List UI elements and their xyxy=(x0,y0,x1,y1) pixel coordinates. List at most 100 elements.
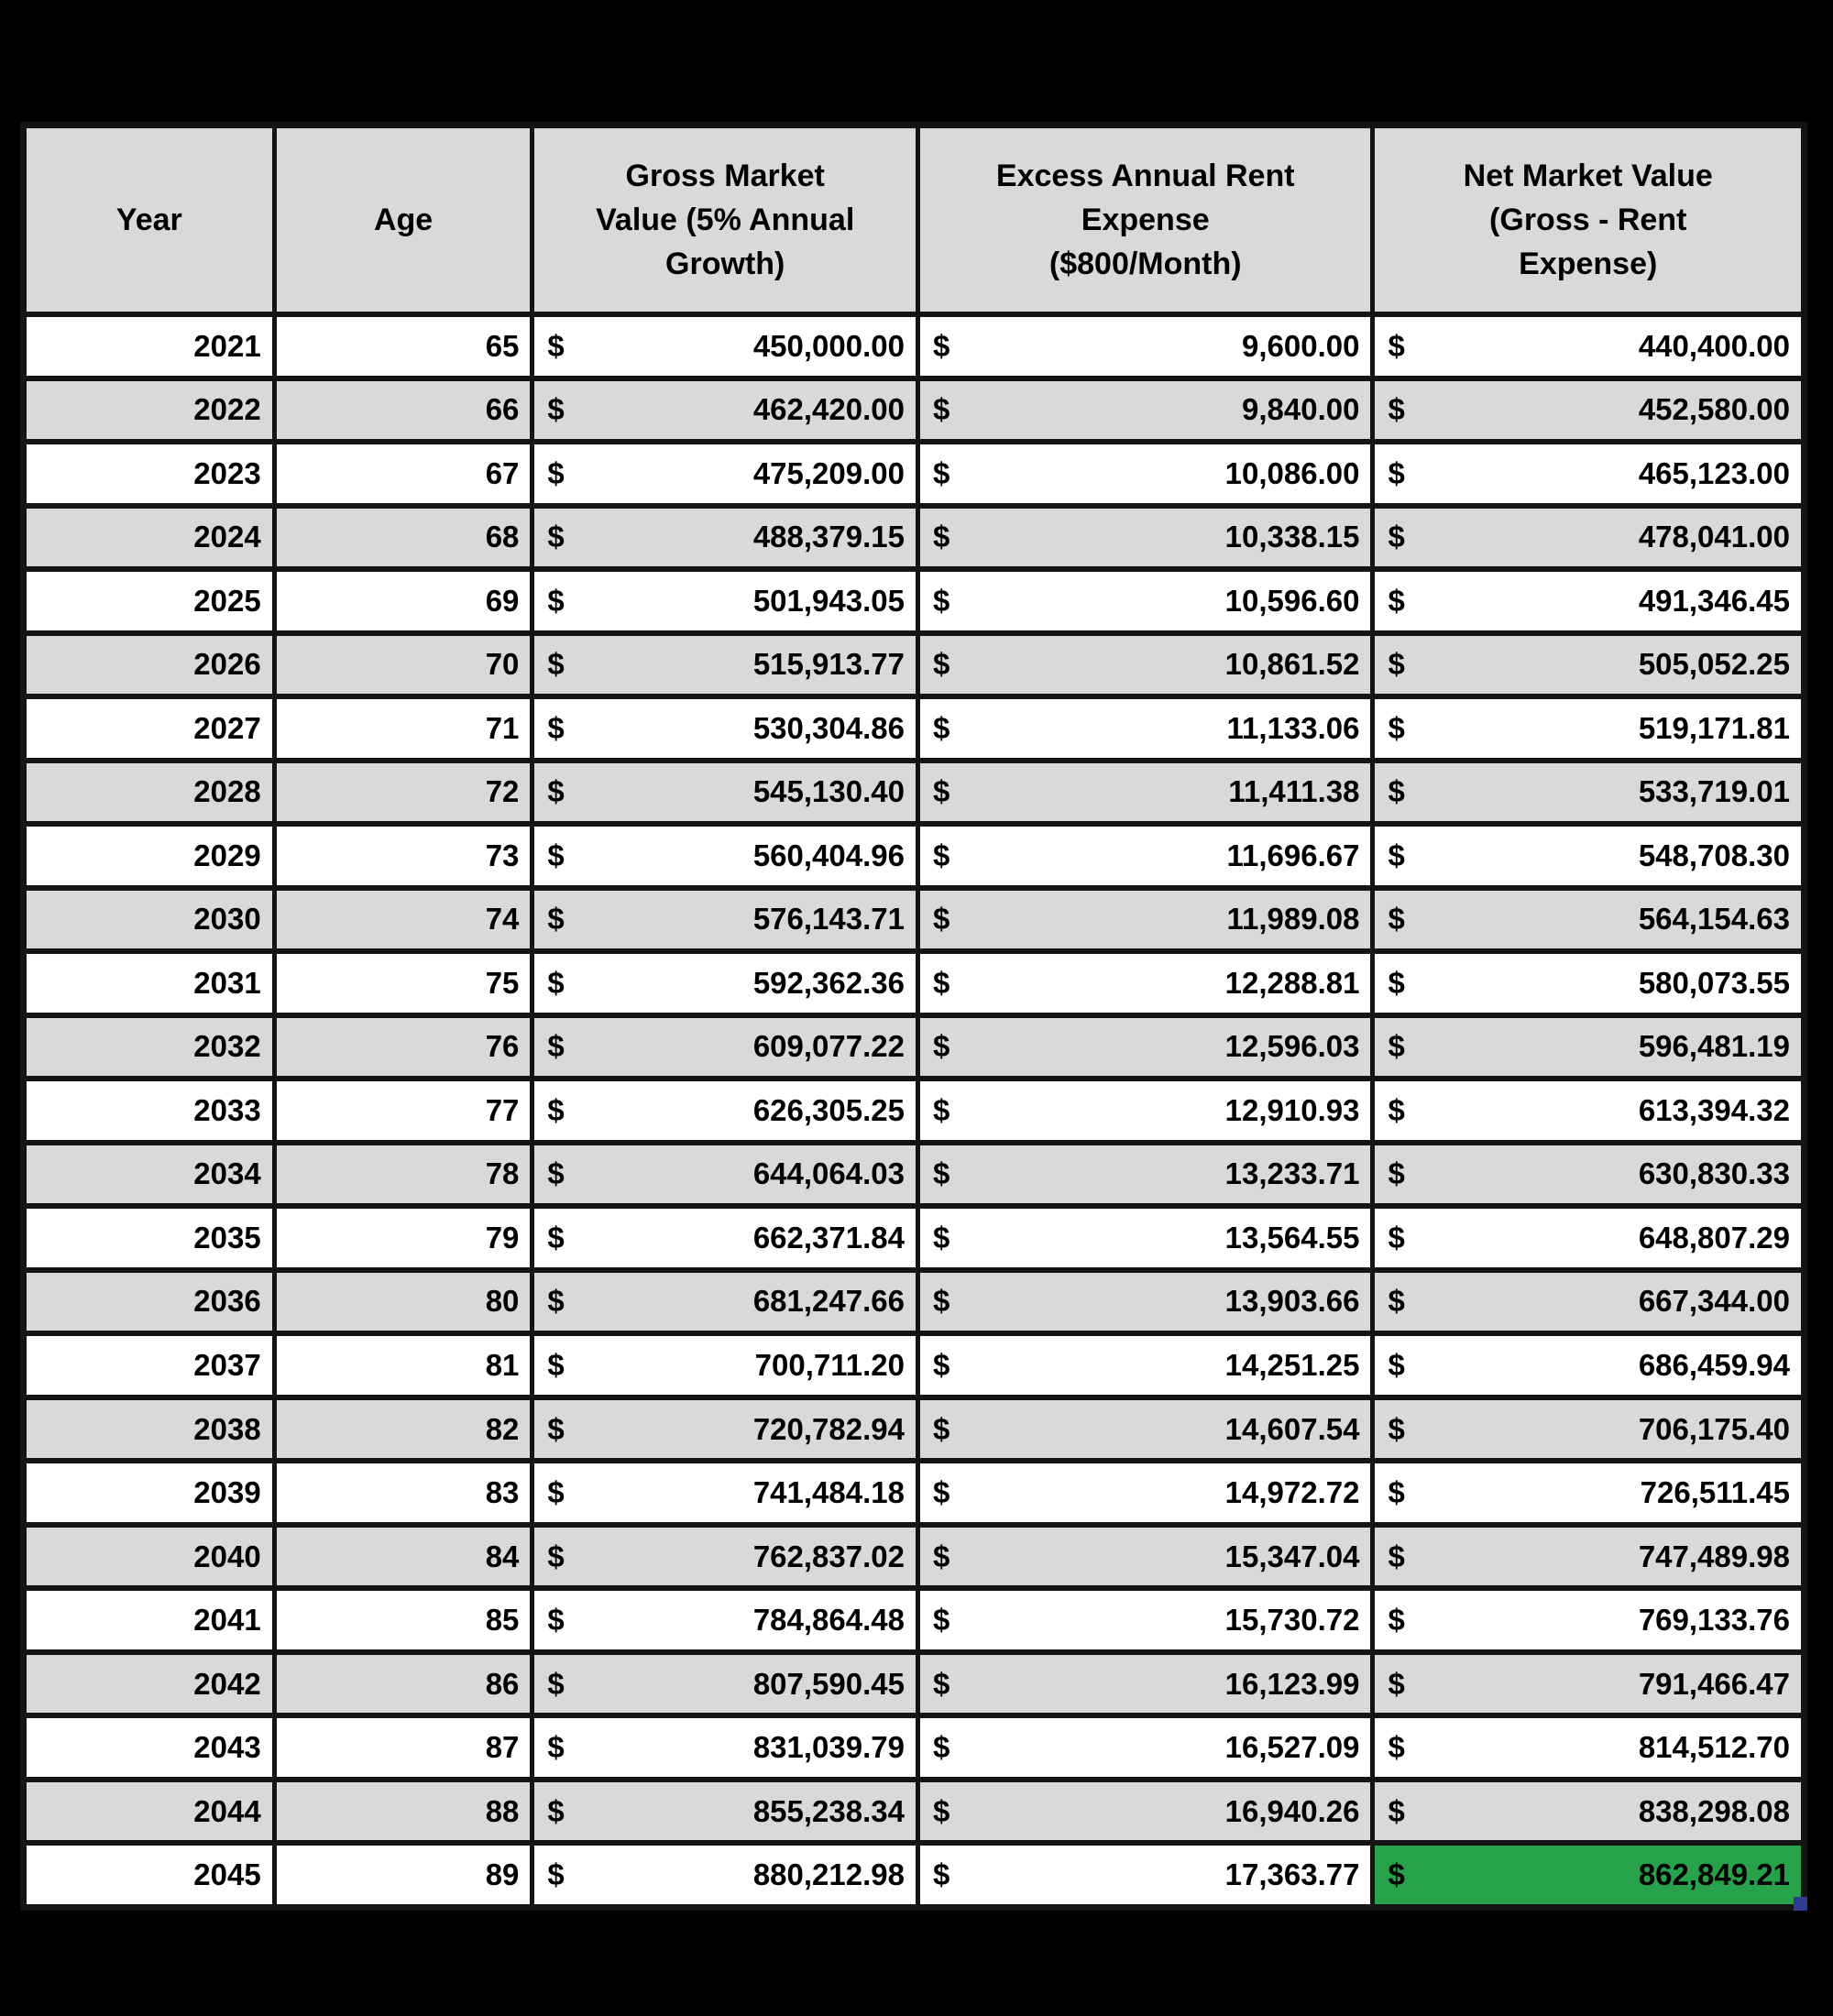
net-cell: $580,073.55 xyxy=(1375,954,1801,1013)
gross-value: 592,362.36 xyxy=(752,965,905,1000)
age-cell: 72 xyxy=(276,762,531,822)
age-cell: 70 xyxy=(276,635,531,695)
net-value: 491,346.45 xyxy=(1638,583,1790,618)
gross-cell: $807,590.45 xyxy=(534,1654,916,1714)
gross-cell: $560,404.96 xyxy=(534,827,916,885)
gross-cell: $545,130.40 xyxy=(534,762,916,822)
gross-value: 450,000.00 xyxy=(752,328,905,363)
table-row: 2030 74 $576,143.71 $11,989.08 $564,154.63 xyxy=(27,890,1801,949)
currency-symbol: $ xyxy=(547,965,565,1000)
rent-cell: $14,607.54 xyxy=(919,1399,1371,1459)
header-net-market-value: Net Market Value (Gross - Rent Expense) xyxy=(1375,128,1801,312)
table-row: 2027 71 $530,304.86 $11,133.06 $519,171.81 xyxy=(27,699,1801,758)
currency-symbol: $ xyxy=(932,1156,950,1191)
gross-value: 662,371.84 xyxy=(752,1220,905,1255)
net-cell: $548,708.30 xyxy=(1375,827,1801,885)
gross-value: 855,238.34 xyxy=(752,1793,905,1828)
rent-value: 12,596.03 xyxy=(1224,1029,1360,1064)
rent-value: 15,730.72 xyxy=(1224,1603,1360,1638)
header-gross-market-value: Gross Market Value (5% Annual Growth) xyxy=(534,128,916,312)
age-cell: 89 xyxy=(276,1846,531,1904)
currency-symbol: $ xyxy=(932,1029,950,1064)
table-row: 2037 81 $700,711.20 $14,251.25 $686,459.94 xyxy=(27,1336,1801,1395)
net-value: 465,123.00 xyxy=(1638,455,1790,490)
currency-symbol: $ xyxy=(932,1857,950,1892)
net-cell: $747,489.98 xyxy=(1375,1527,1801,1586)
gross-value: 475,209.00 xyxy=(752,455,905,490)
currency-symbol: $ xyxy=(1388,965,1405,1000)
currency-symbol: $ xyxy=(1388,1475,1405,1510)
age-cell: 77 xyxy=(276,1081,531,1140)
currency-symbol: $ xyxy=(1388,1348,1405,1382)
net-value: 505,052.25 xyxy=(1638,647,1790,682)
net-cell: $814,512.70 xyxy=(1375,1718,1801,1777)
currency-symbol: $ xyxy=(547,1539,565,1573)
rent-value: 16,123.99 xyxy=(1224,1666,1360,1701)
age-cell: 71 xyxy=(276,699,531,758)
gross-value: 831,039.79 xyxy=(752,1730,905,1765)
currency-symbol: $ xyxy=(932,1092,950,1127)
fill-handle[interactable] xyxy=(1794,1896,1807,1911)
age-cell: 82 xyxy=(276,1399,531,1459)
net-value: 747,489.98 xyxy=(1638,1539,1790,1573)
year-cell: 2027 xyxy=(27,699,272,758)
rent-cell: $11,989.08 xyxy=(919,890,1371,949)
net-value: 706,175.40 xyxy=(1638,1411,1790,1446)
age-cell: 88 xyxy=(276,1781,531,1841)
net-value: 667,344.00 xyxy=(1638,1284,1790,1319)
table-row: 2039 83 $741,484.18 $14,972.72 $726,511.45 xyxy=(27,1463,1801,1522)
year-cell: 2032 xyxy=(27,1017,272,1077)
rent-value: 14,251.25 xyxy=(1224,1348,1360,1382)
currency-symbol: $ xyxy=(932,583,950,618)
net-cell: $613,394.32 xyxy=(1375,1081,1801,1140)
rent-value: 12,910.93 xyxy=(1224,1092,1360,1127)
gross-cell: $462,420.00 xyxy=(534,380,916,440)
net-cell: $667,344.00 xyxy=(1375,1272,1801,1331)
net-value: 726,511.45 xyxy=(1640,1475,1790,1510)
year-cell: 2035 xyxy=(27,1209,272,1267)
net-value: 533,719.01 xyxy=(1638,774,1790,809)
age-cell: 76 xyxy=(276,1017,531,1077)
age-cell: 85 xyxy=(276,1591,531,1649)
gross-value: 515,913.77 xyxy=(752,647,905,682)
gross-value: 530,304.86 xyxy=(752,710,905,745)
gross-value: 488,379.15 xyxy=(752,520,905,554)
currency-symbol: $ xyxy=(547,710,565,745)
age-cell: 80 xyxy=(276,1272,531,1331)
year-cell: 2041 xyxy=(27,1591,272,1649)
currency-symbol: $ xyxy=(932,965,950,1000)
net-value: 648,807.29 xyxy=(1638,1220,1790,1255)
gross-value: 880,212.98 xyxy=(752,1857,905,1892)
currency-symbol: $ xyxy=(1388,583,1405,618)
age-cell: 69 xyxy=(276,572,531,630)
net-cell: $648,807.29 xyxy=(1375,1209,1801,1267)
year-cell: 2031 xyxy=(27,954,272,1013)
rent-cell: $10,086.00 xyxy=(919,444,1371,503)
year-cell: 2025 xyxy=(27,572,272,630)
age-cell: 75 xyxy=(276,954,531,1013)
currency-symbol: $ xyxy=(1388,1793,1405,1828)
net-value: 814,512.70 xyxy=(1638,1730,1790,1765)
gross-value: 462,420.00 xyxy=(752,392,905,427)
table-row: 2033 77 $626,305.25 $12,910.93 $613,394.32 xyxy=(27,1081,1801,1140)
currency-symbol: $ xyxy=(1388,1730,1405,1765)
currency-symbol: $ xyxy=(932,1411,950,1446)
table-row: 2040 84 $762,837.02 $15,347.04 $747,489.98 xyxy=(27,1527,1801,1586)
year-cell: 2042 xyxy=(27,1654,272,1714)
currency-symbol: $ xyxy=(547,1156,565,1191)
table-row: 2035 79 $662,371.84 $13,564.55 $648,807.29 xyxy=(27,1209,1801,1267)
currency-symbol: $ xyxy=(1388,1411,1405,1446)
net-value: 613,394.32 xyxy=(1638,1092,1790,1127)
currency-symbol: $ xyxy=(932,1603,950,1638)
table-row: 2044 88 $855,238.34 $16,940.26 $838,298.08 xyxy=(27,1781,1801,1841)
currency-symbol: $ xyxy=(1388,1029,1405,1064)
year-cell: 2028 xyxy=(27,762,272,822)
rent-cell: $11,696.67 xyxy=(919,827,1371,885)
net-cell: $452,580.00 xyxy=(1375,380,1801,440)
rent-cell: $11,411.38 xyxy=(919,762,1371,822)
gross-cell: $488,379.15 xyxy=(534,508,916,567)
rent-value: 17,363.77 xyxy=(1224,1857,1360,1892)
table-row: 2025 69 $501,943.05 $10,596.60 $491,346.45 xyxy=(27,572,1801,630)
net-value: 791,466.47 xyxy=(1638,1666,1790,1701)
currency-symbol: $ xyxy=(1388,1284,1405,1319)
